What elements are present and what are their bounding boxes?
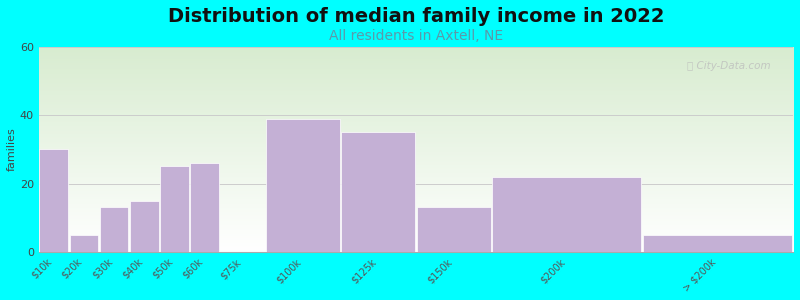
Bar (190, 163, 219, 252)
Text: All residents in Axtell, NE: All residents in Axtell, NE (329, 29, 503, 43)
Bar (643, 235, 792, 252)
Text: ⓘ City-Data.com: ⓘ City-Data.com (687, 61, 770, 71)
Bar (492, 177, 642, 252)
Bar (342, 132, 415, 252)
Bar (266, 118, 340, 252)
Y-axis label: families: families (7, 128, 17, 171)
Bar (417, 207, 490, 252)
Bar (39, 149, 68, 252)
Bar (160, 167, 189, 252)
Title: Distribution of median family income in 2022: Distribution of median family income in … (168, 7, 664, 26)
Bar (70, 235, 98, 252)
Bar (100, 207, 129, 252)
Bar (130, 201, 158, 252)
